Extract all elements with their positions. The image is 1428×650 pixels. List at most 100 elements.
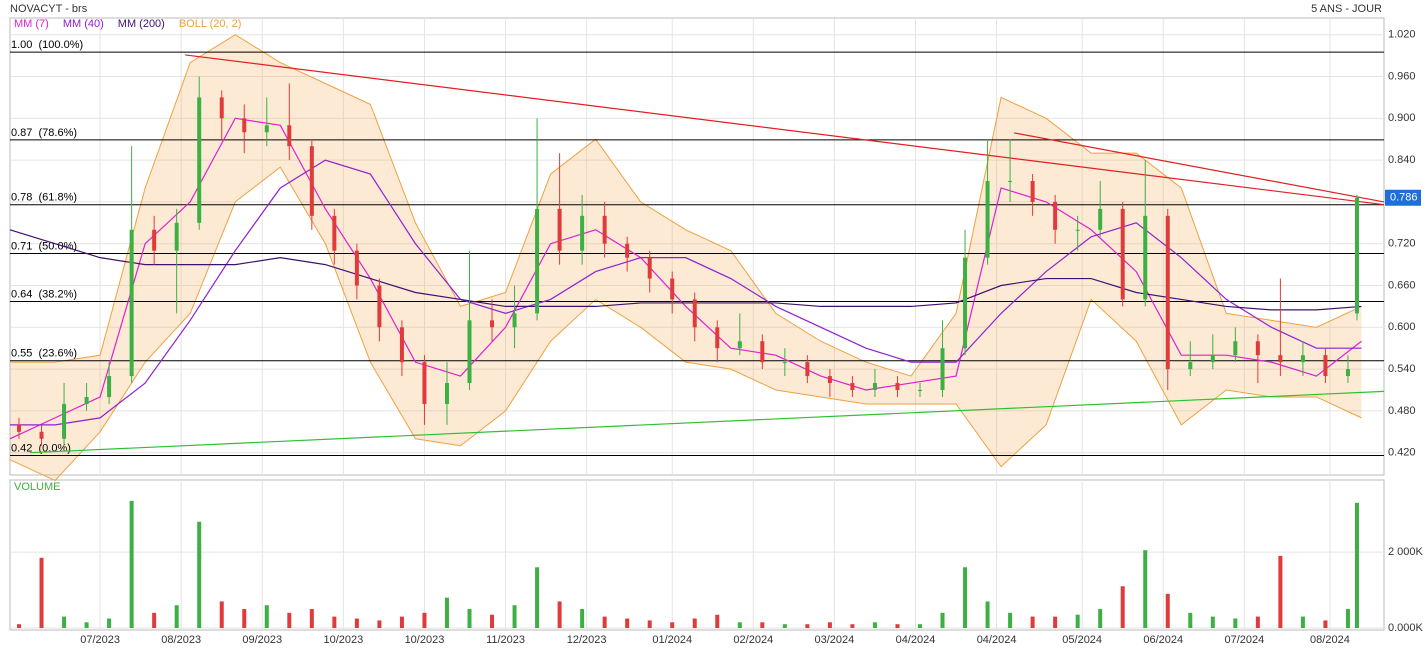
candle-body xyxy=(737,341,742,349)
price-tag: 0.786 xyxy=(1390,192,1418,204)
volume-bar xyxy=(940,612,945,628)
candle-body xyxy=(940,348,945,391)
x-tick-label: 01/2024 xyxy=(652,634,692,646)
y-tick-label: 0.840 xyxy=(1388,154,1416,166)
volume-bar xyxy=(917,624,922,628)
volume-bar xyxy=(174,605,179,628)
volume-bar xyxy=(1165,593,1170,628)
candle-body xyxy=(872,383,877,391)
volume-bar xyxy=(197,521,202,628)
x-tick-label: 06/2024 xyxy=(1143,634,1183,646)
legend-entry: MM (200) xyxy=(118,18,165,30)
candle-body xyxy=(264,125,269,133)
x-tick-label: 12/2023 xyxy=(567,634,607,646)
candle-body xyxy=(129,229,134,377)
period: 5 ANS - JOUR xyxy=(1311,3,1382,15)
volume-bar xyxy=(309,609,314,628)
x-tick-label: 07/2023 xyxy=(80,634,120,646)
volume-bar xyxy=(580,609,585,628)
volume-bar xyxy=(1188,612,1193,628)
price-tag-bg xyxy=(1385,189,1421,206)
fib-label: 0.64 (38.2%) xyxy=(11,288,77,300)
candle-body xyxy=(1098,208,1103,230)
volume-bar xyxy=(332,616,337,628)
volume-bar xyxy=(1300,616,1305,628)
candle-body xyxy=(512,313,517,328)
volume-bar xyxy=(219,601,224,628)
candle-body xyxy=(354,250,359,286)
candle-body xyxy=(557,208,562,251)
volume-bar xyxy=(872,622,877,628)
y-tick-label: 0.900 xyxy=(1388,112,1416,124)
x-tick-label: 04/2024 xyxy=(896,634,936,646)
volume-bar xyxy=(985,601,990,628)
x-tick-label: 10/2023 xyxy=(323,634,363,646)
candle-body xyxy=(332,215,337,251)
candle-body xyxy=(467,320,472,384)
x-tick-label: 08/2024 xyxy=(1310,634,1350,646)
candle-body xyxy=(107,376,112,397)
candle-body xyxy=(174,222,179,251)
candle-body xyxy=(1255,341,1260,356)
candle-body xyxy=(985,181,990,258)
candle-body xyxy=(625,243,630,258)
volume-bar xyxy=(129,500,134,628)
price-frame xyxy=(9,17,1385,476)
y-tick-label: 1.020 xyxy=(1388,29,1416,41)
candle-body xyxy=(805,362,810,377)
candle-body xyxy=(580,215,585,251)
volume-bar xyxy=(782,624,787,628)
volume-bar xyxy=(1323,620,1328,628)
candle-body xyxy=(17,424,22,432)
candle-body xyxy=(309,146,314,216)
volume-bar xyxy=(760,622,765,628)
moving-average xyxy=(10,159,1362,426)
bollinger-lower xyxy=(9,166,1362,482)
volume-bar xyxy=(467,609,472,628)
volume-bar xyxy=(1210,616,1215,628)
fib-label: 0.78 (61.8%) xyxy=(11,192,77,204)
candle-body xyxy=(1030,181,1035,202)
fib-label: 0.87 (78.6%) xyxy=(11,127,77,139)
y-tick-label: 0.540 xyxy=(1388,363,1416,375)
candle-body xyxy=(1345,369,1350,377)
volume-bar xyxy=(444,597,449,628)
candle-body xyxy=(197,97,202,223)
candle-body xyxy=(1053,201,1058,230)
volume-bar xyxy=(264,605,269,628)
x-tick-label: 08/2023 xyxy=(161,634,201,646)
legend-entry: BOLL (20, 2) xyxy=(179,18,242,30)
candle-body xyxy=(1188,362,1193,370)
volume-bar xyxy=(1255,616,1260,628)
candle-body xyxy=(1120,208,1125,300)
candle-body xyxy=(1075,229,1080,231)
volume-bar xyxy=(354,618,359,628)
candle-body xyxy=(287,125,292,147)
volume-tick-label: 2 000K xyxy=(1388,546,1424,558)
candle-body xyxy=(62,403,67,439)
x-tick-label: 02/2024 xyxy=(733,634,773,646)
volume-bar xyxy=(670,622,675,628)
trendline xyxy=(1014,132,1385,203)
volume-bar xyxy=(1120,586,1125,628)
candle-body xyxy=(1233,341,1238,356)
volume-bar xyxy=(1098,609,1103,628)
y-tick-label: 0.600 xyxy=(1388,321,1416,333)
volume-bar xyxy=(1030,616,1035,628)
moving-average xyxy=(9,117,1362,440)
candle-body xyxy=(242,118,247,133)
volume-bar xyxy=(963,567,968,628)
volume-bar xyxy=(39,557,44,628)
x-tick-label: 09/2023 xyxy=(242,634,282,646)
candle-body xyxy=(1210,355,1215,363)
candle-body xyxy=(782,362,787,364)
volume-bar xyxy=(1345,609,1350,628)
legend-entry: MM (40) xyxy=(63,18,104,30)
candle-body xyxy=(152,229,157,251)
fib-label: 1.00 (100.0%) xyxy=(11,39,83,51)
bollinger-upper xyxy=(10,34,1362,377)
volume-bar xyxy=(737,622,742,628)
volume-bar xyxy=(895,624,900,628)
volume-bar xyxy=(625,618,630,628)
